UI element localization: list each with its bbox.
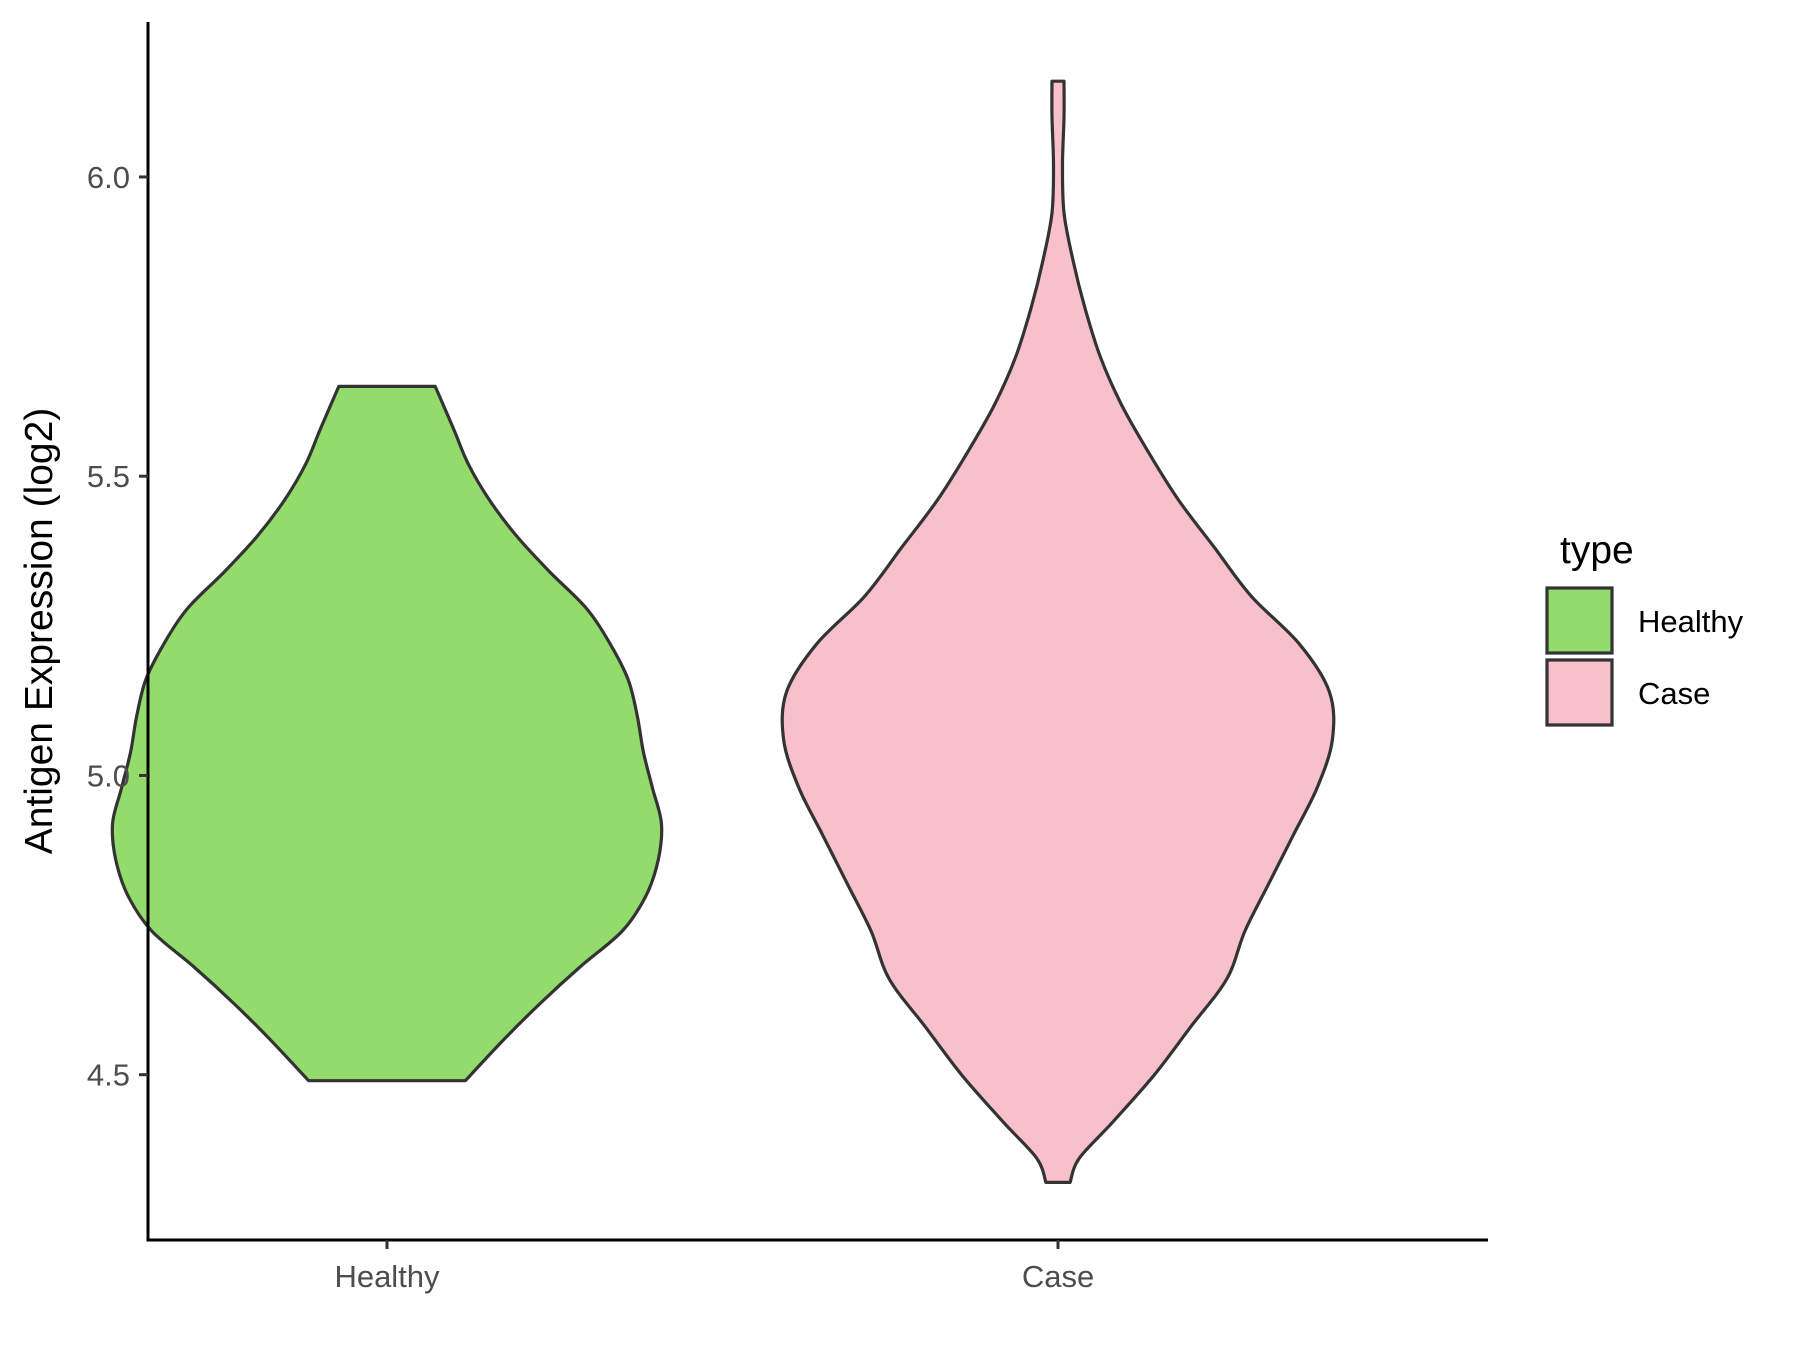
legend-label-case: Case [1638, 676, 1710, 711]
violin-case [780, 79, 1336, 1184]
legend-label-healthy: Healthy [1638, 604, 1744, 639]
y-axis-title: Antigen Expression (log2) [18, 408, 61, 855]
y-axis-ticks: 4.5 5.0 5.5 6.0 [87, 160, 148, 1093]
legend-key-healthy [1545, 586, 1614, 655]
y-tick-label: 4.5 [87, 1058, 130, 1093]
legend-items: Healthy Case [1545, 586, 1744, 727]
violin-healthy [110, 384, 664, 1083]
x-axis-ticks: Healthy Case [334, 1240, 1094, 1294]
violins-layer [110, 79, 1336, 1184]
x-tick-label: Healthy [334, 1259, 440, 1294]
y-tick-label: 5.0 [87, 758, 130, 793]
x-tick-label: Case [1022, 1259, 1094, 1294]
legend: type Healthy Case [1545, 529, 1744, 727]
y-tick-label: 6.0 [87, 160, 130, 195]
y-tick-label: 5.5 [87, 459, 130, 494]
legend-title: type [1560, 529, 1634, 572]
legend-key-case [1545, 658, 1614, 727]
